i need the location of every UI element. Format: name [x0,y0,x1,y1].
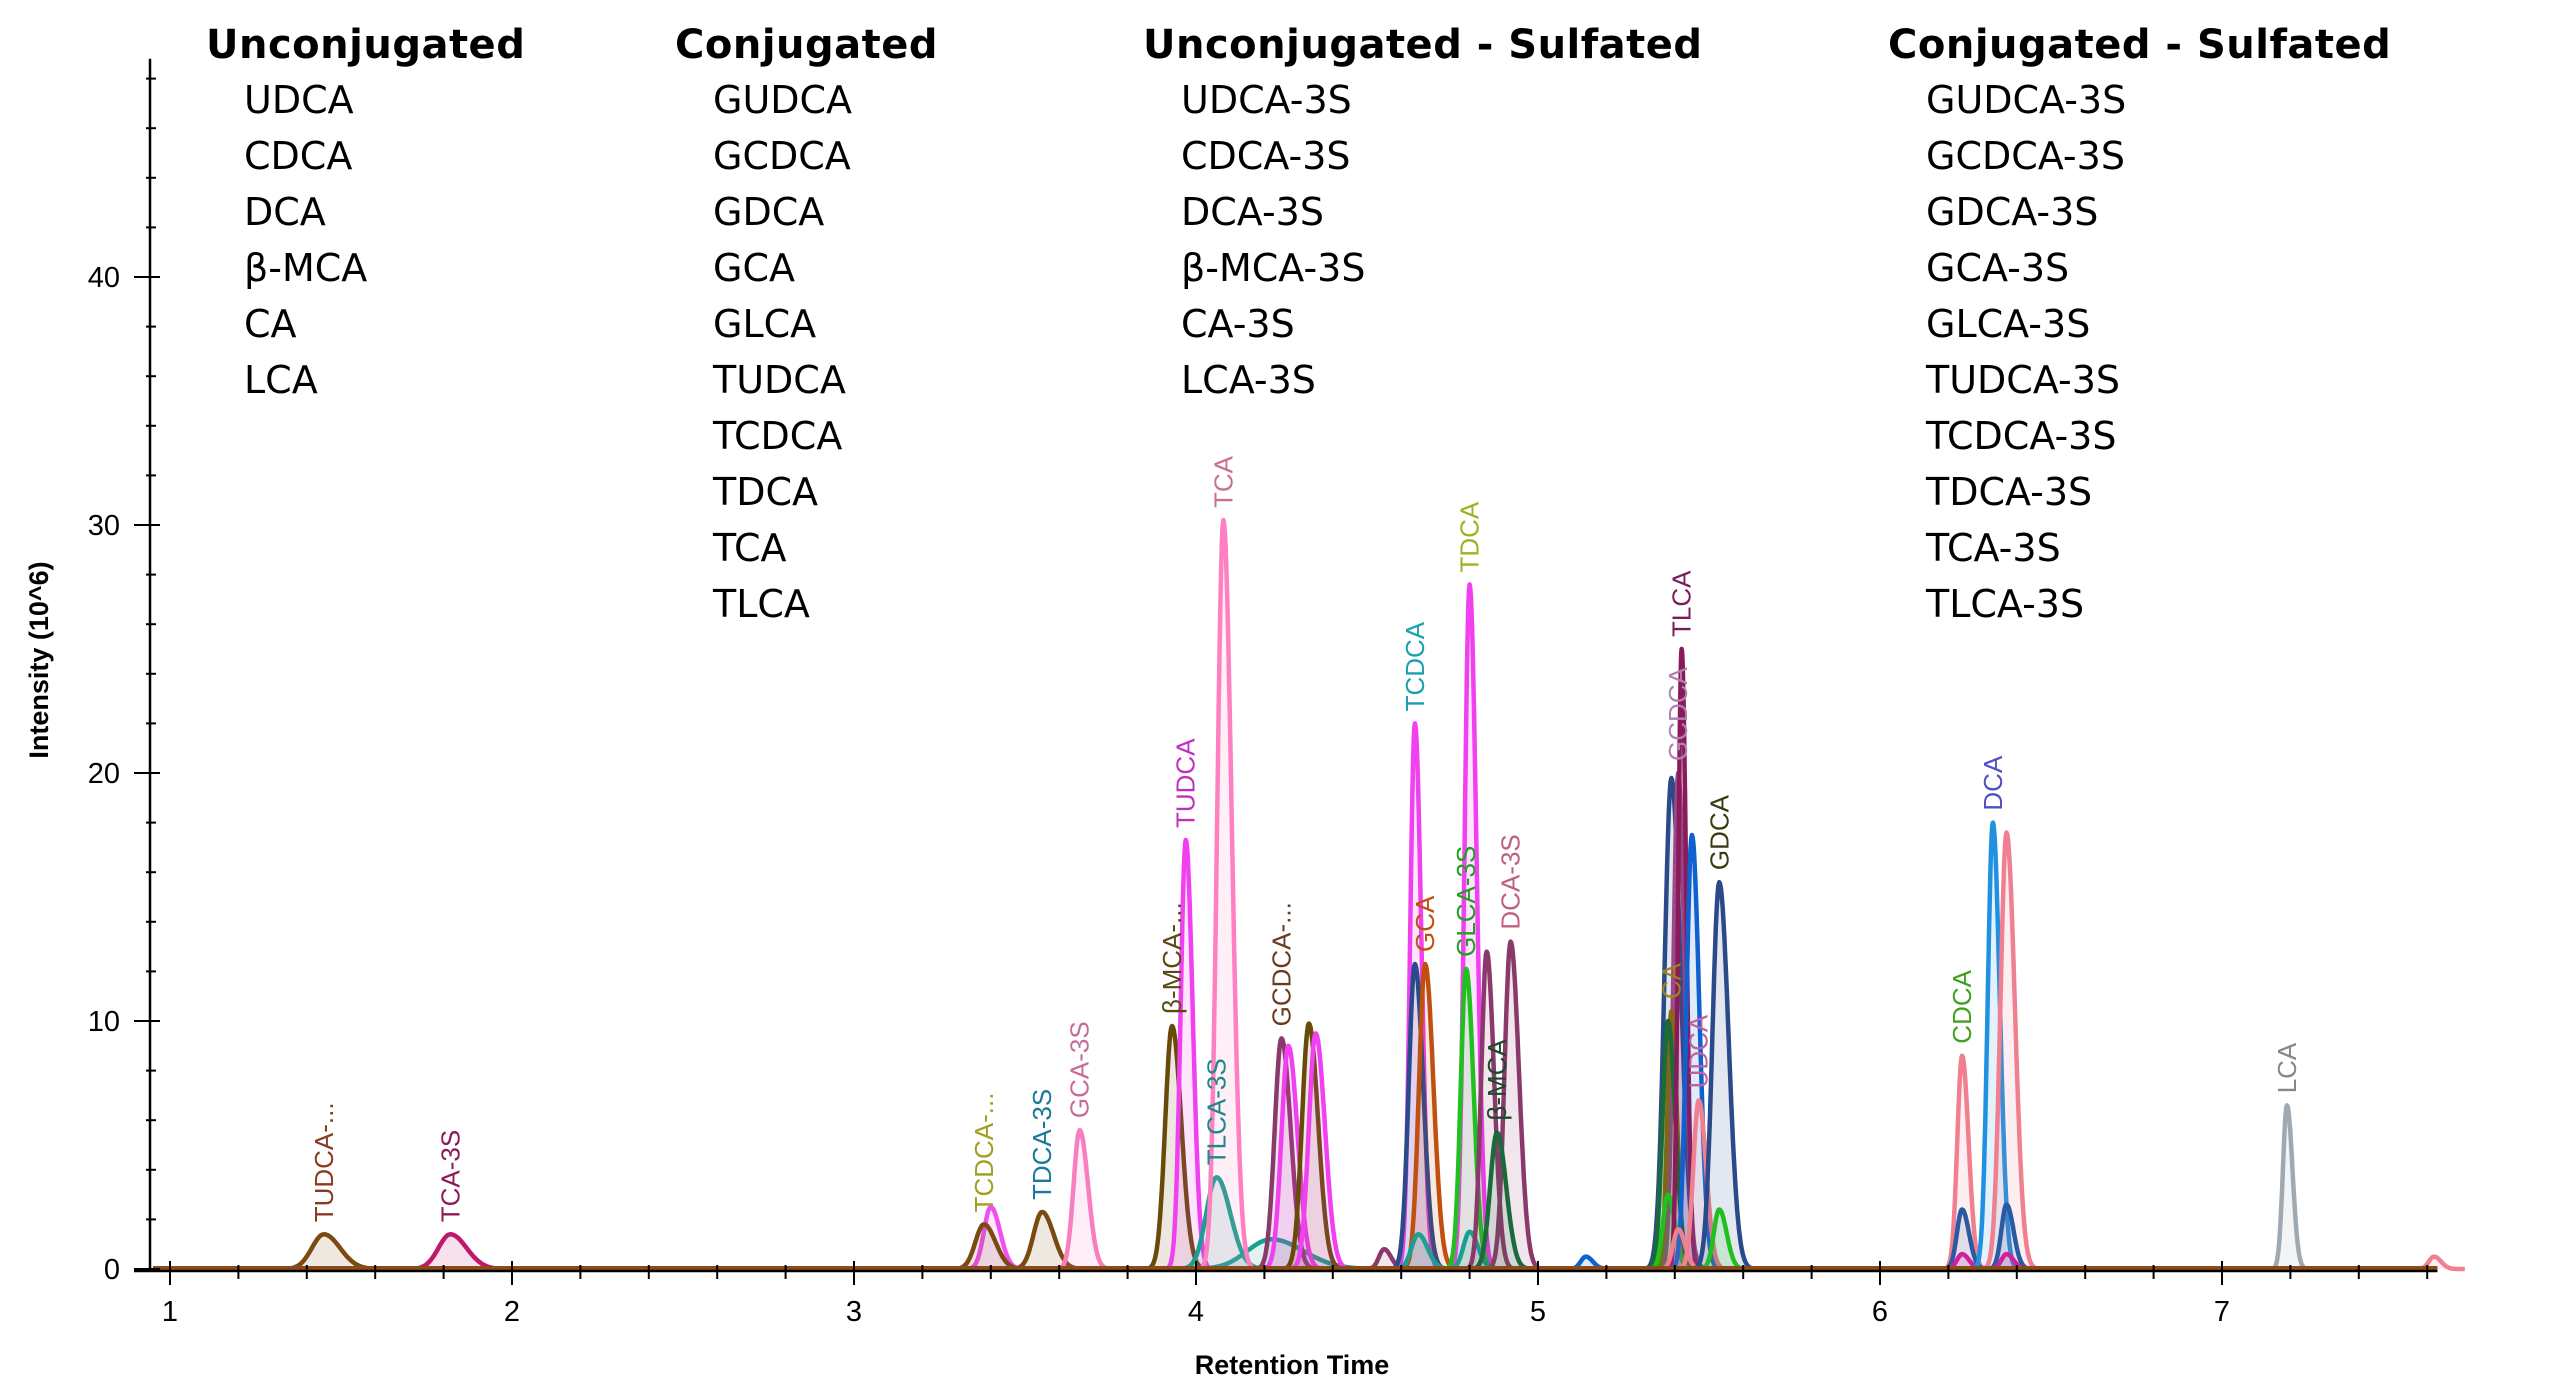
legend-item: CA-3S [1181,302,1295,346]
peak-label: GCA-3S [1065,1021,1095,1118]
legend-item: CDCA-3S [1181,134,1351,178]
legend-item: TCA [713,526,787,570]
peak-label: DCA [1978,755,2008,811]
peak-label: β-MCA-... [1157,902,1187,1014]
legend-item: TLCA-3S [1926,582,2085,626]
peak-label: TCA [1208,455,1238,508]
peak-label: TDCA-3S [1027,1089,1057,1200]
peak-label: CA [1656,962,1686,999]
legend-group-unconjugated: Unconjugated UDCA CDCA DCA β-MCA CA LCA [206,18,525,408]
legend-item: DCA-3S [1181,190,1324,234]
legend-group-conjugated: Conjugated GUDCA GCDCA GDCA GCA GLCA TUDCA TCD… [675,18,938,632]
x-tick-label: 4 [1188,1296,1204,1328]
legend-item: TUDCA [713,358,846,402]
peak-label: GCDCA-... [1267,902,1297,1026]
legend-item: TLCA [713,582,810,626]
peak-trace [1197,517,1262,1272]
peak-label: TCDCA [1400,621,1430,711]
legend-group-unconjugated-sulfated: Unconjugated - Sulfated UDCA-3S CDCA-3S DC… [1143,18,1703,408]
legend-heading: Unconjugated - Sulfated [1143,22,1703,68]
legend-item: LCA [244,358,318,402]
x-axis: 1 2 3 4 5 6 7 [134,1261,2438,1328]
legend-item: TUDCA-3S [1926,358,2120,402]
legend-item: GCDCA-3S [1926,134,2125,178]
legend-item: GDCA-3S [1926,190,2099,234]
y-tick-label: 30 [88,510,120,542]
legend-item: β-MCA [244,246,368,290]
peak-label: CDCA [1947,969,1977,1043]
legend-item: GCDCA [713,134,851,178]
peak-traces [275,517,2467,1272]
legend-item: GLCA [713,302,817,346]
x-tick-label: 6 [1872,1296,1888,1328]
legend-item: DCA [244,190,326,234]
legend-item: TDCA-3S [1926,470,2093,514]
peak-label: β-MCA [1482,1039,1512,1121]
legend-item: β-MCA-3S [1181,246,1366,290]
peak-label: DCA-3S [1496,834,1526,929]
peak-label: TUDCA-... [309,1102,339,1222]
y-tick-label: 20 [88,758,120,790]
y-tick-label: 10 [88,1006,120,1038]
peak-label: UDCA [1684,1014,1714,1088]
legend-heading: Unconjugated [206,22,526,68]
peak-label: GCA [1410,895,1440,952]
legend-item: TCA-3S [1926,526,2061,570]
y-tick-label: 40 [88,262,120,294]
legend-item: GLCA-3S [1926,302,2091,346]
legend-group-conjugated-sulfated: Conjugated - Sulfated GUDCA-3S GCDCA-3S GD… [1888,18,2391,632]
peak-label: TCDCA-... [969,1093,999,1213]
y-axis: 0 10 20 30 40 [88,58,160,1286]
peak-label: GCDCA [1663,666,1693,761]
peak-label: LCA [2272,1042,2302,1093]
peak-label: TUDCA [1171,738,1201,828]
legend-item: LCA-3S [1181,358,1316,402]
legend-item: GCA [713,246,795,290]
legend-item: TCDCA [713,414,843,458]
legend-item: TDCA [713,470,819,514]
peak-label: GDCA [1704,794,1734,870]
legend-item: GCA-3S [1926,246,2070,290]
legend-heading: Conjugated [675,22,939,68]
legend-item: GUDCA-3S [1926,78,2127,122]
y-tick-label: 0 [104,1254,120,1286]
x-tick-label: 7 [2214,1296,2230,1328]
legend-item: CDCA [244,134,353,178]
legend-item: UDCA [244,78,354,122]
x-tick-label: 1 [162,1296,178,1328]
legend-item: GDCA [713,190,825,234]
peak-label: TLCA-3S [1202,1058,1232,1165]
x-tick-label: 2 [504,1296,520,1328]
peak-label: TCA-3S [435,1130,465,1222]
peak-label: TDCA [1455,501,1485,572]
peak-label: GLCA-3S [1451,846,1481,957]
legend-heading: Conjugated - Sulfated [1888,22,2392,68]
legend-item: UDCA-3S [1181,78,1352,122]
x-tick-label: 3 [846,1296,862,1328]
y-axis-title: Intensity (10^6) [24,561,54,758]
x-tick-label: 5 [1530,1296,1546,1328]
peak-labels: TUDCA-... TCA-3S TCDCA-... TDCA-3S GCA-3S β-M… [309,455,2302,1222]
x-axis-title: Retention Time [1195,1350,1390,1380]
peak-label: TLCA [1667,570,1697,637]
legend-item: CA [244,302,297,346]
legend-item: TCDCA-3S [1926,414,2117,458]
legend-item: GUDCA [713,78,853,122]
